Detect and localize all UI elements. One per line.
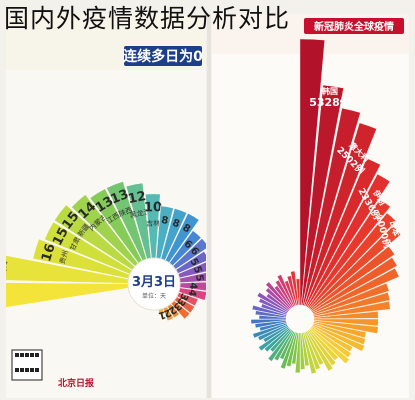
country-name: 韩国 bbox=[322, 86, 338, 96]
value-label: 2 bbox=[162, 306, 173, 319]
value-label: 12 bbox=[127, 189, 148, 207]
value-label: 5 bbox=[193, 274, 205, 282]
left-headline-box bbox=[124, 46, 202, 66]
left-radial-chart: 连续多日为034西藏27青海16贵州15甘肃15新疆14内蒙古13江西13陕西1… bbox=[6, 14, 206, 389]
left-headline: 连续多日为0 bbox=[123, 48, 203, 65]
value-label: 4 bbox=[187, 282, 198, 290]
right-headline: 新冠肺炎全球疫情 bbox=[314, 20, 394, 33]
value-label: 8 bbox=[181, 222, 193, 235]
value-label: 8 bbox=[171, 218, 181, 231]
right-infographic: 新冠肺炎全球疫情 韩国 5328例 意大利 2502例 伊朗 2336例 日本 1000例 bbox=[212, 14, 409, 398]
bar-西藏 bbox=[6, 282, 133, 308]
value-label: 5 bbox=[187, 257, 200, 268]
value-label: 13 bbox=[109, 187, 131, 208]
region-label: 贵州 bbox=[57, 249, 70, 265]
region-label: 黑龙江 bbox=[129, 207, 151, 220]
value-label: 16 bbox=[39, 242, 59, 264]
value-label: 10 bbox=[144, 200, 162, 215]
value-label: 4 bbox=[186, 288, 198, 297]
region-label: 吉林 bbox=[146, 219, 160, 228]
panel-divider bbox=[207, 14, 211, 398]
footer-brand: 北京日报 bbox=[58, 377, 94, 389]
value-label: 3 bbox=[174, 296, 187, 308]
right-center-disc bbox=[286, 305, 314, 333]
center-disc bbox=[127, 257, 181, 311]
region-label: 青海 bbox=[6, 260, 9, 275]
value-label: 8 bbox=[160, 215, 169, 227]
center-date: 3月3日 bbox=[132, 275, 176, 290]
value-label: 3 bbox=[177, 291, 190, 302]
value-label: 5 bbox=[191, 265, 204, 275]
page-title: 国内外疫情数据分析对比 bbox=[4, 4, 291, 33]
right-headline-box bbox=[304, 18, 404, 34]
country-name: 日本 bbox=[388, 219, 402, 237]
country-value: 5328例 bbox=[309, 95, 351, 109]
value-label: 15 bbox=[50, 225, 72, 248]
center-unit: 单位：天 bbox=[142, 292, 166, 300]
value-label: 1 bbox=[157, 308, 167, 320]
left-infographic: 连续多日为034西藏27青海16贵州15甘肃15新疆14内蒙古13江西13陕西1… bbox=[6, 14, 206, 398]
